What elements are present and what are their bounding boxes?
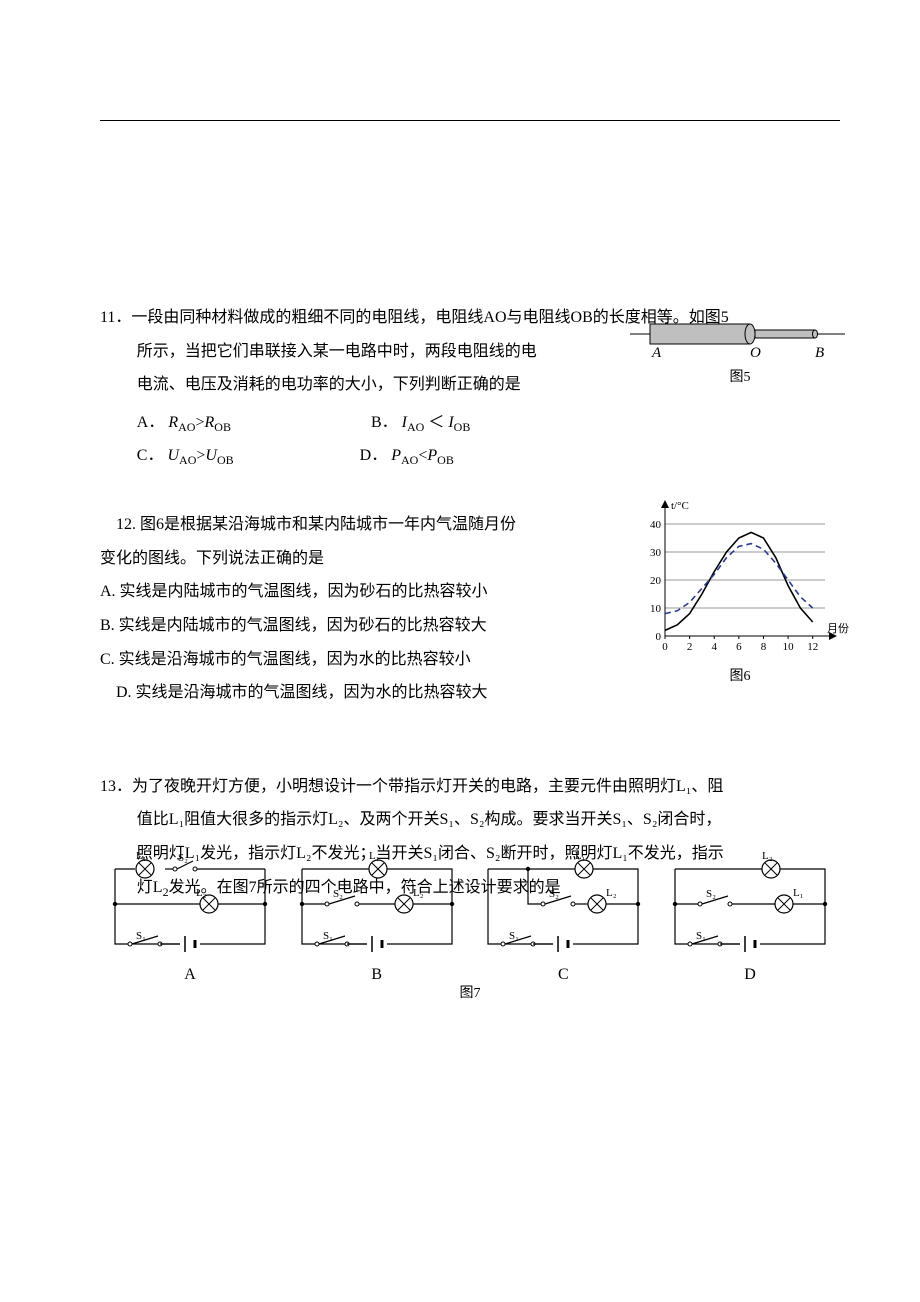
q12-text: 12. 图6是根据某沿海城市和某内陆城市一年内气温随月份 变化的图线。下列说法正… <box>100 508 580 710</box>
fig6-svg: 0 10 20 30 40 0 2 4 6 8 10 12 t/°C 月份 <box>630 498 850 658</box>
circuit-A-letter: A <box>100 966 280 984</box>
q11-option-A: A． RAO>ROB <box>137 408 231 435</box>
q11-A-l: R <box>168 414 178 431</box>
q11-D-ls: AO <box>401 453 418 467</box>
q11-option-B: B． IAO ＜ IOB <box>371 408 470 435</box>
figure-7-row: L₁ S₂ L₂ S₁ A L₁ S₂ L₂ S₁ B L₁ S₂ L₂ S₁ C L₂ S₂ L₁ S… <box>100 849 840 984</box>
svg-text:10: 10 <box>650 603 662 615</box>
q11-A-pre: A． <box>137 414 165 431</box>
question-11: 11．一段由同种材料做成的粗细不同的电阻线，电阻线AO与电阻线OB的长度相等。如… <box>100 301 840 468</box>
q11-C-pre: C． <box>137 447 164 464</box>
fig5-label-B: B <box>815 345 824 359</box>
svg-text:S₂: S₂ <box>178 852 188 864</box>
q13-line1: 为了夜晚开灯方便，小明想设计一个带指示灯开关的电路，主要元件由照明灯L₁、阻 <box>132 778 723 795</box>
circuit-C-letter: C <box>473 966 653 984</box>
page: 11．一段由同种材料做成的粗细不同的电阻线，电阻线AO与电阻线OB的长度相等。如… <box>0 0 920 1302</box>
svg-text:L₁: L₁ <box>575 850 586 862</box>
svg-text:S₂: S₂ <box>333 888 343 900</box>
fig7-caption: 图7 <box>100 982 840 1002</box>
svg-text:2: 2 <box>687 641 693 653</box>
svg-text:8: 8 <box>761 641 767 653</box>
circuit-A-svg: L₁ S₂ L₂ S₁ <box>100 849 280 959</box>
q11-C-ls: AO <box>179 453 196 467</box>
q11-D-l: P <box>391 447 401 464</box>
q11-D-pre: D． <box>360 447 388 464</box>
svg-text:S₁: S₁ <box>136 930 146 942</box>
svg-text:S₁: S₁ <box>509 930 519 942</box>
q11-options-row1: A． RAO>ROB B． IAO ＜ IOB <box>137 408 840 435</box>
q11-option-C: C． UAO>UOB <box>137 441 234 468</box>
svg-text:L₂: L₂ <box>606 887 617 899</box>
question-12: 010203040024681012t/°C月份 图6 12. 图6是根据某沿海… <box>100 508 840 710</box>
svg-text:0: 0 <box>662 641 668 653</box>
fig5-label-A: A <box>651 345 662 359</box>
q11-A-rs: OB <box>214 420 231 434</box>
q11-A-ls: AO <box>178 420 195 434</box>
q11-options-row2: C． UAO>UOB D． PAO<POB <box>137 441 840 468</box>
q11-A-op: > <box>195 414 204 431</box>
q12-option-C: C. 实线是沿海城市的气温图线，因为水的比热容较小 <box>100 643 580 677</box>
figure-5: A O B 图5 <box>630 309 850 386</box>
q11-number: 11． <box>100 309 131 326</box>
fig5-caption: 图5 <box>630 366 850 386</box>
q11-B-rs: OB <box>454 420 471 434</box>
svg-text:0: 0 <box>656 631 662 643</box>
svg-text:30: 30 <box>650 547 662 559</box>
figure-6: 0 10 20 30 40 0 2 4 6 8 10 12 t/°C 月份 图6 <box>630 498 850 685</box>
circuit-D-letter: D <box>660 966 840 984</box>
fig5-label-O: O <box>750 345 761 359</box>
svg-text:L₁: L₁ <box>793 887 804 899</box>
svg-text:20: 20 <box>650 575 662 587</box>
fig6-caption: 图6 <box>630 665 850 685</box>
q13-number: 13． <box>100 778 132 795</box>
svg-text:L₁: L₁ <box>369 850 380 862</box>
q12-option-B: B. 实线是内陆城市的气温图线，因为砂石的比热容较大 <box>100 609 580 643</box>
q11-B-op: ＜ <box>424 414 448 431</box>
svg-text:t/°C: t/°C <box>671 500 689 512</box>
svg-text:L₁: L₁ <box>136 850 147 862</box>
svg-text:L₂: L₂ <box>196 887 207 899</box>
fig5-svg: A O B <box>630 309 850 359</box>
svg-text:S₁: S₁ <box>323 930 333 942</box>
q11-C-l: U <box>167 447 179 464</box>
q11-C-r: U <box>205 447 217 464</box>
circuit-B-letter: B <box>287 966 467 984</box>
svg-text:6: 6 <box>736 641 742 653</box>
svg-text:40: 40 <box>650 519 662 531</box>
svg-text:S₂: S₂ <box>549 888 559 900</box>
q12-intro1: 12. 图6是根据某沿海城市和某内陆城市一年内气温随月份 <box>100 508 580 542</box>
q11-D-rs: OB <box>437 453 454 467</box>
svg-text:12: 12 <box>807 641 818 653</box>
q11-B-pre: B． <box>371 414 398 431</box>
question-13: 13．为了夜晚开灯方便，小明想设计一个带指示灯开关的电路，主要元件由照明灯L₁、… <box>100 770 840 1002</box>
q11-B-ls: AO <box>407 420 424 434</box>
svg-text:月份: 月份 <box>827 622 849 635</box>
circuit-C: L₁ S₂ L₂ S₁ C <box>473 849 653 984</box>
svg-text:S₁: S₁ <box>696 930 706 942</box>
q11-A-r: R <box>205 414 215 431</box>
circuit-D-svg: L₂ S₂ L₁ S₁ <box>660 849 840 959</box>
svg-text:S₂: S₂ <box>706 888 716 900</box>
top-rule <box>100 120 840 121</box>
circuit-C-svg: L₁ S₂ L₂ S₁ <box>473 849 653 959</box>
q11-option-D: D． PAO<POB <box>360 441 454 468</box>
svg-text:L₂: L₂ <box>413 887 424 899</box>
q12-option-D: D. 实线是沿海城市的气温图线，因为水的比热容较大 <box>100 676 580 710</box>
q12-intro2: 变化的图线。下列说法正确的是 <box>100 542 580 576</box>
q12-option-A: A. 实线是内陆城市的气温图线，因为砂石的比热容较小 <box>100 575 580 609</box>
circuit-D: L₂ S₂ L₁ S₁ D <box>660 849 840 984</box>
svg-text:10: 10 <box>783 641 795 653</box>
q11-C-rs: OB <box>217 453 234 467</box>
q11-D-r: P <box>427 447 437 464</box>
q13-line2: 值比L₁阻值大很多的指示灯L₂、及两个开关S₁、S₂构成。要求当开关S₁、S₂闭… <box>137 803 840 837</box>
svg-text:4: 4 <box>711 641 717 653</box>
circuit-B: L₁ S₂ L₂ S₁ B <box>287 849 467 984</box>
circuit-A: L₁ S₂ L₂ S₁ A <box>100 849 280 984</box>
svg-text:L₂: L₂ <box>762 850 773 862</box>
circuit-B-svg: L₁ S₂ L₂ S₁ <box>287 849 467 959</box>
